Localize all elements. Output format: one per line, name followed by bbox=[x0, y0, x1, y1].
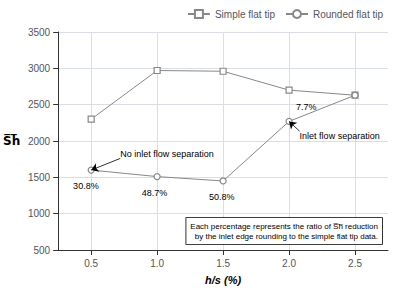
svg-text:No inlet flow separation: No inlet flow separation bbox=[120, 149, 214, 159]
svg-text:2500: 2500 bbox=[28, 99, 51, 110]
svg-text:30.8%: 30.8% bbox=[73, 181, 99, 191]
svg-text:Simple flat tip: Simple flat tip bbox=[215, 9, 275, 20]
svg-text:1.5: 1.5 bbox=[216, 258, 230, 269]
svg-text:S̅h̅: S̅h̅ bbox=[3, 134, 20, 148]
svg-text:2.5: 2.5 bbox=[348, 258, 362, 269]
svg-text:1.0: 1.0 bbox=[150, 258, 164, 269]
svg-text:h/s (%): h/s (%) bbox=[205, 274, 241, 286]
svg-text:2.0: 2.0 bbox=[282, 258, 296, 269]
svg-text:3500: 3500 bbox=[28, 27, 51, 38]
svg-text:1000: 1000 bbox=[28, 208, 51, 219]
svg-text:Each percentage represents the: Each percentage represents the ratio of … bbox=[190, 222, 378, 231]
svg-text:48.7%: 48.7% bbox=[142, 188, 168, 198]
svg-text:0.5: 0.5 bbox=[84, 258, 98, 269]
svg-text:Inlet flow separation: Inlet flow separation bbox=[300, 131, 380, 141]
svg-text:3000: 3000 bbox=[28, 63, 51, 74]
svg-text:2000: 2000 bbox=[28, 136, 51, 147]
svg-text:500: 500 bbox=[33, 245, 50, 256]
svg-text:50.8%: 50.8% bbox=[209, 192, 235, 202]
svg-text:Rounded flat tip: Rounded flat tip bbox=[313, 9, 383, 20]
svg-text:by the inlet edge rounding to: by the inlet edge rounding to the simple… bbox=[195, 232, 378, 241]
svg-text:1500: 1500 bbox=[28, 172, 51, 183]
svg-text:7.7%: 7.7% bbox=[296, 102, 317, 112]
